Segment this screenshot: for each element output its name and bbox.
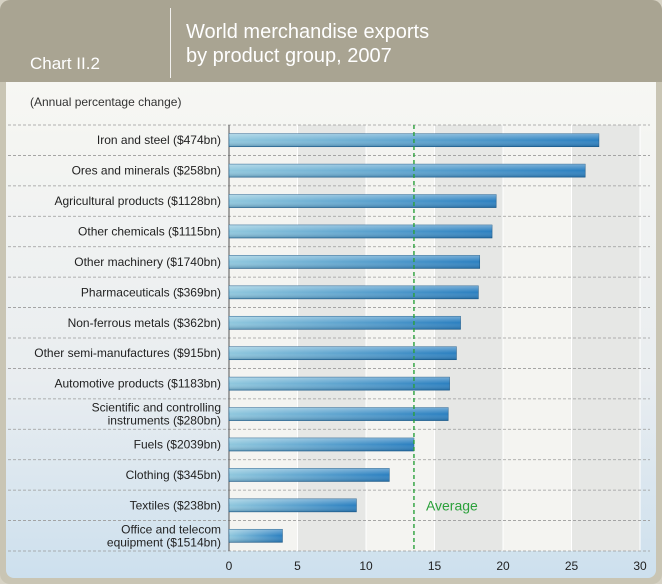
x-tick-label: 30 bbox=[633, 559, 647, 573]
chart-title-line-1: World merchandise exports bbox=[186, 21, 430, 43]
bar-shading bbox=[229, 407, 449, 421]
chart-title: World merchandise exports by product gro… bbox=[186, 20, 429, 68]
category-label: Pharmaceuticals ($369bn) bbox=[81, 285, 221, 299]
category-label: Office and telecom equipment ($1514bn) bbox=[107, 522, 221, 549]
category-label: Other semi-manufactures ($915bn) bbox=[34, 346, 221, 360]
chart-title-line-2: by product group, 2007 bbox=[186, 45, 392, 67]
x-tick-label: 10 bbox=[359, 559, 373, 573]
bar-shading bbox=[229, 164, 586, 178]
chart-id-label: Chart II.2 bbox=[30, 54, 100, 73]
header-divider bbox=[170, 8, 171, 78]
bar-shading bbox=[229, 377, 450, 391]
category-label: Other machinery ($1740bn) bbox=[74, 255, 221, 269]
category-label: Other chemicals ($1115bn) bbox=[78, 225, 221, 239]
x-tick-label: 20 bbox=[496, 559, 510, 573]
bar-shading bbox=[229, 194, 497, 208]
category-label: Ores and minerals ($258bn) bbox=[72, 164, 221, 178]
chart-header bbox=[0, 0, 662, 82]
category-label: Textiles ($238bn) bbox=[130, 498, 221, 512]
bar-shading bbox=[229, 346, 457, 360]
x-tick-label: 0 bbox=[226, 559, 233, 573]
bar-shading bbox=[229, 316, 461, 330]
bar-shading bbox=[229, 225, 493, 238]
category-label: Scientific and controlling instruments ($… bbox=[92, 401, 221, 428]
category-label: Clothing ($345bn) bbox=[126, 468, 221, 482]
x-tick-label: 25 bbox=[565, 559, 579, 573]
x-tick-label: 5 bbox=[294, 559, 301, 573]
category-label: Fuels ($2039bn) bbox=[134, 438, 221, 452]
bar-shading bbox=[229, 498, 357, 512]
x-tick-label: 15 bbox=[428, 559, 442, 573]
category-label: Agricultural products ($1128bn) bbox=[54, 194, 221, 208]
bar-shading bbox=[229, 438, 414, 451]
bar-shading bbox=[229, 468, 390, 482]
bar-shading bbox=[229, 529, 283, 543]
chart-subtitle: (Annual percentage change) bbox=[30, 95, 182, 109]
bar-shading bbox=[229, 255, 480, 269]
bar-shading bbox=[229, 285, 479, 299]
category-label: Non-ferrous metals ($362bn) bbox=[68, 316, 221, 330]
average-label: Average bbox=[426, 497, 478, 513]
category-label: Iron and steel ($474bn) bbox=[97, 133, 221, 147]
category-label: Automotive products ($1183bn) bbox=[54, 377, 221, 391]
